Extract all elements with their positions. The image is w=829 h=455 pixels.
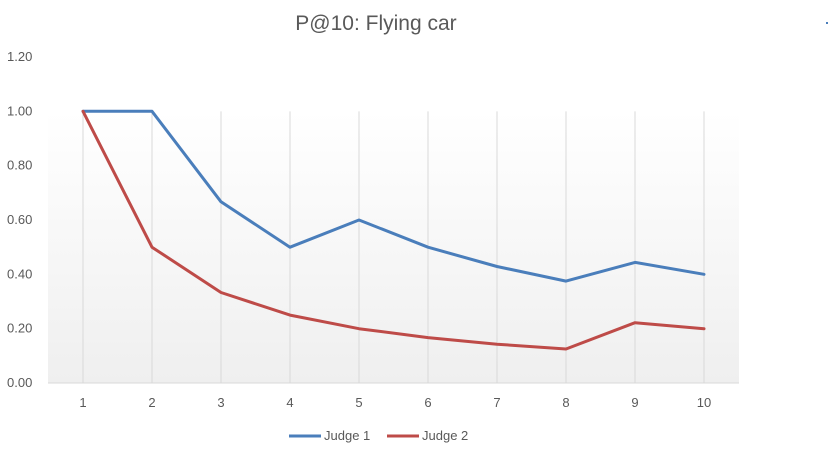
y-tick-label: 0.60	[7, 212, 32, 227]
legend[interactable]: Judge 1 Judge 2	[289, 428, 468, 443]
y-tick-label: 0.20	[7, 321, 32, 336]
series-line-1	[81, 109, 706, 283]
y-tick-label: 0.00	[7, 375, 32, 390]
x-tick-label: 6	[424, 395, 431, 410]
legend-item[interactable]: Judge 2	[387, 428, 468, 443]
legend-label: Judge 2	[422, 428, 468, 443]
plot-area	[48, 111, 739, 383]
series-line-2	[81, 109, 706, 351]
y-tick-label: 0.40	[7, 266, 32, 281]
x-tick-label: 7	[493, 395, 500, 410]
y-tick-label: 0.80	[7, 158, 32, 173]
x-tick-label: 9	[631, 395, 638, 410]
x-tick-label: 10	[697, 395, 711, 410]
legend-label: Judge 1	[324, 428, 370, 443]
x-tick-label: 4	[286, 395, 293, 410]
legend-item[interactable]: Judge 1	[289, 428, 370, 443]
chart-title: P@10: Flying car	[295, 12, 456, 35]
x-tick-label: 5	[355, 395, 362, 410]
x-tick-label: 8	[562, 395, 569, 410]
x-tick-label: 1	[79, 395, 86, 410]
y-tick-label: 1.20	[7, 49, 32, 64]
stray-mark	[826, 22, 828, 24]
x-axis-ticks: 1 2 3 4 5 6 7 8 9 10	[79, 395, 711, 410]
series-lines	[81, 109, 706, 351]
y-tick-label: 1.00	[7, 103, 32, 118]
y-axis-ticks: 0.00 0.20 0.40 0.60 0.80 1.00 1.20	[7, 49, 32, 390]
x-tick-label: 3	[217, 395, 224, 410]
x-tick-label: 2	[148, 395, 155, 410]
